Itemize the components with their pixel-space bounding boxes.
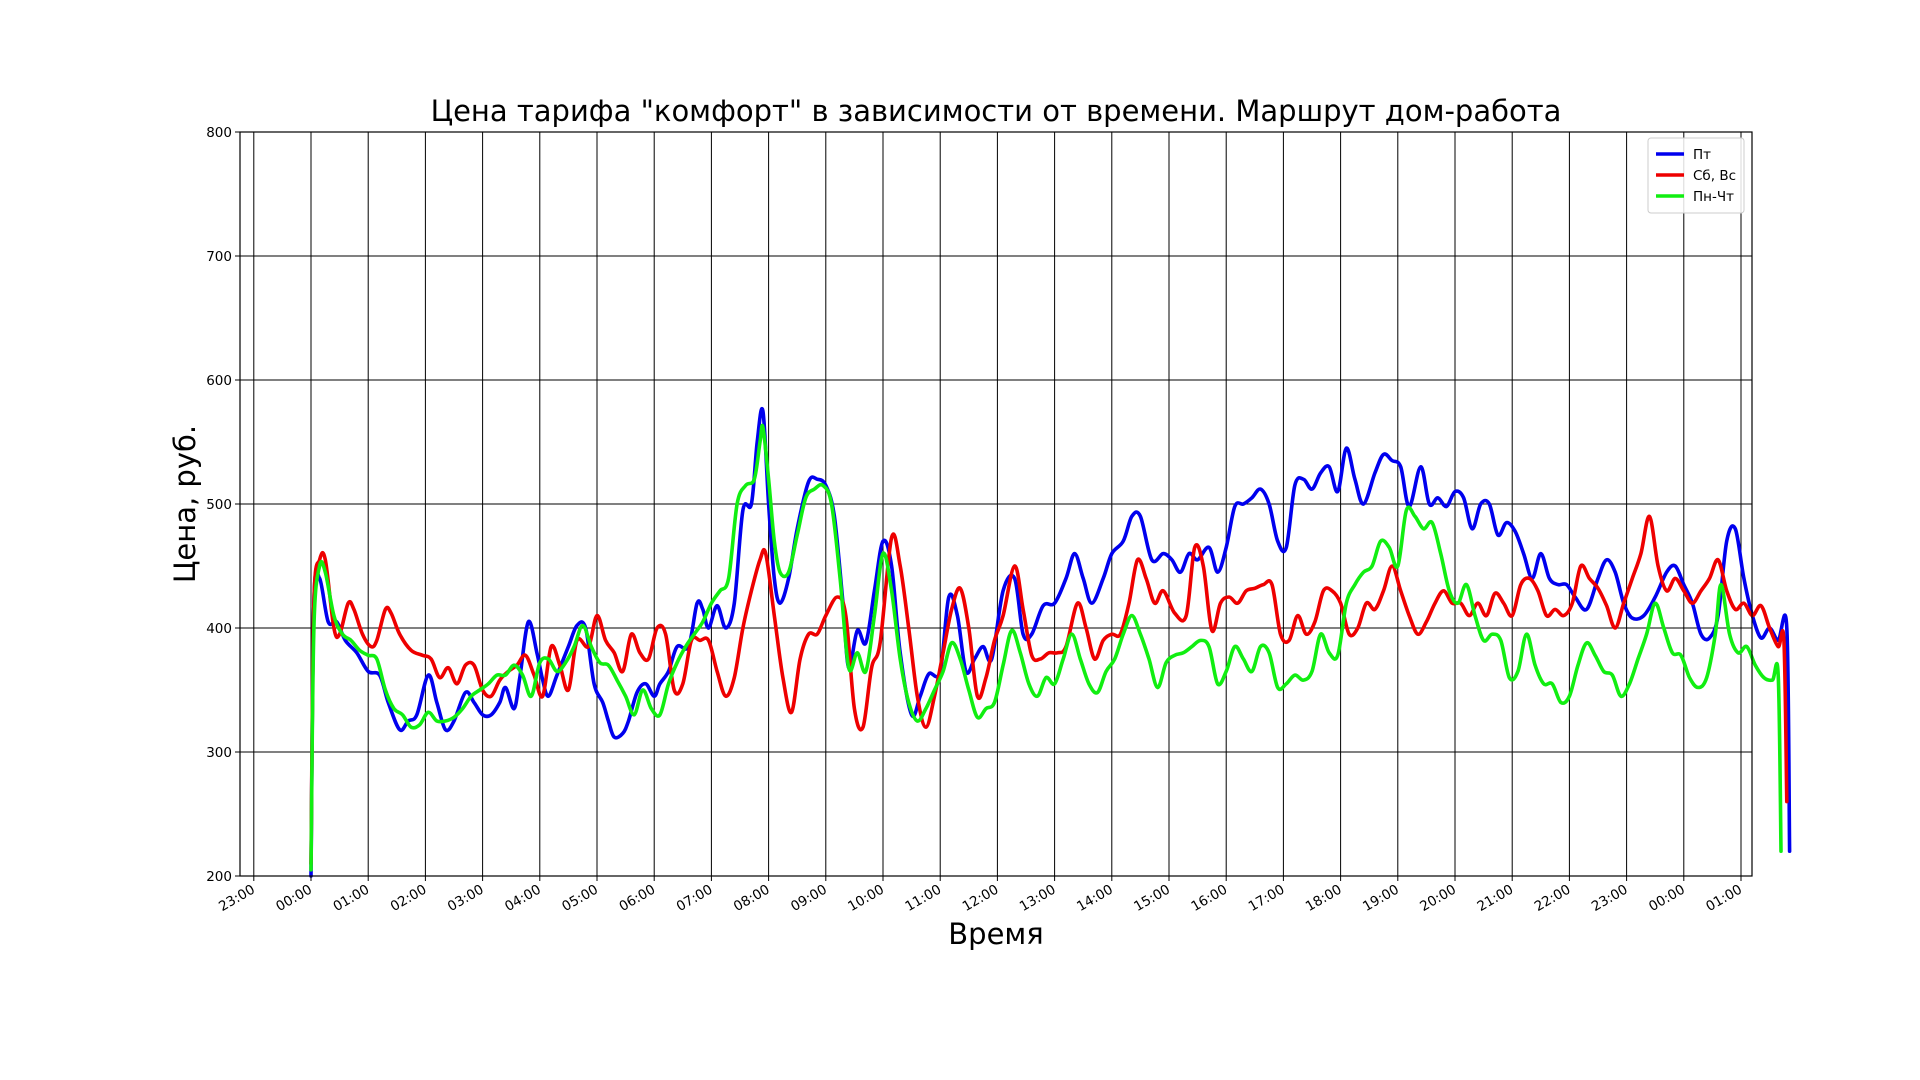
y-axis: 200 300 400 500 600 700 800: [206, 125, 240, 885]
y-axis-label: Цена, руб.: [168, 425, 202, 583]
series-line-0: [309, 406, 1792, 878]
legend-entry-0: Пт: [1693, 147, 1711, 163]
y-tick-label: 700: [206, 249, 232, 265]
y-tick-label: 600: [206, 373, 232, 389]
chart-title: Цена тарифа "комфорт" в зависимости от в…: [431, 94, 1562, 128]
legend-entry-1: Сб, Вс: [1693, 168, 1736, 184]
y-tick-label: 800: [206, 125, 232, 141]
legend-entry-2: Пн-Чт: [1693, 189, 1734, 205]
y-tick-label: 300: [206, 745, 232, 761]
y-tick-label: 200: [206, 869, 232, 885]
plot-area: [239, 131, 1792, 878]
x-axis-label: Время: [948, 917, 1043, 951]
series-layer: [309, 406, 1792, 878]
y-tick-label: 500: [206, 497, 232, 513]
y-tick-label: 400: [206, 621, 232, 637]
legend: Пт Сб, Вс Пн-Чт: [1647, 137, 1745, 214]
series-line-2: [309, 423, 1783, 872]
